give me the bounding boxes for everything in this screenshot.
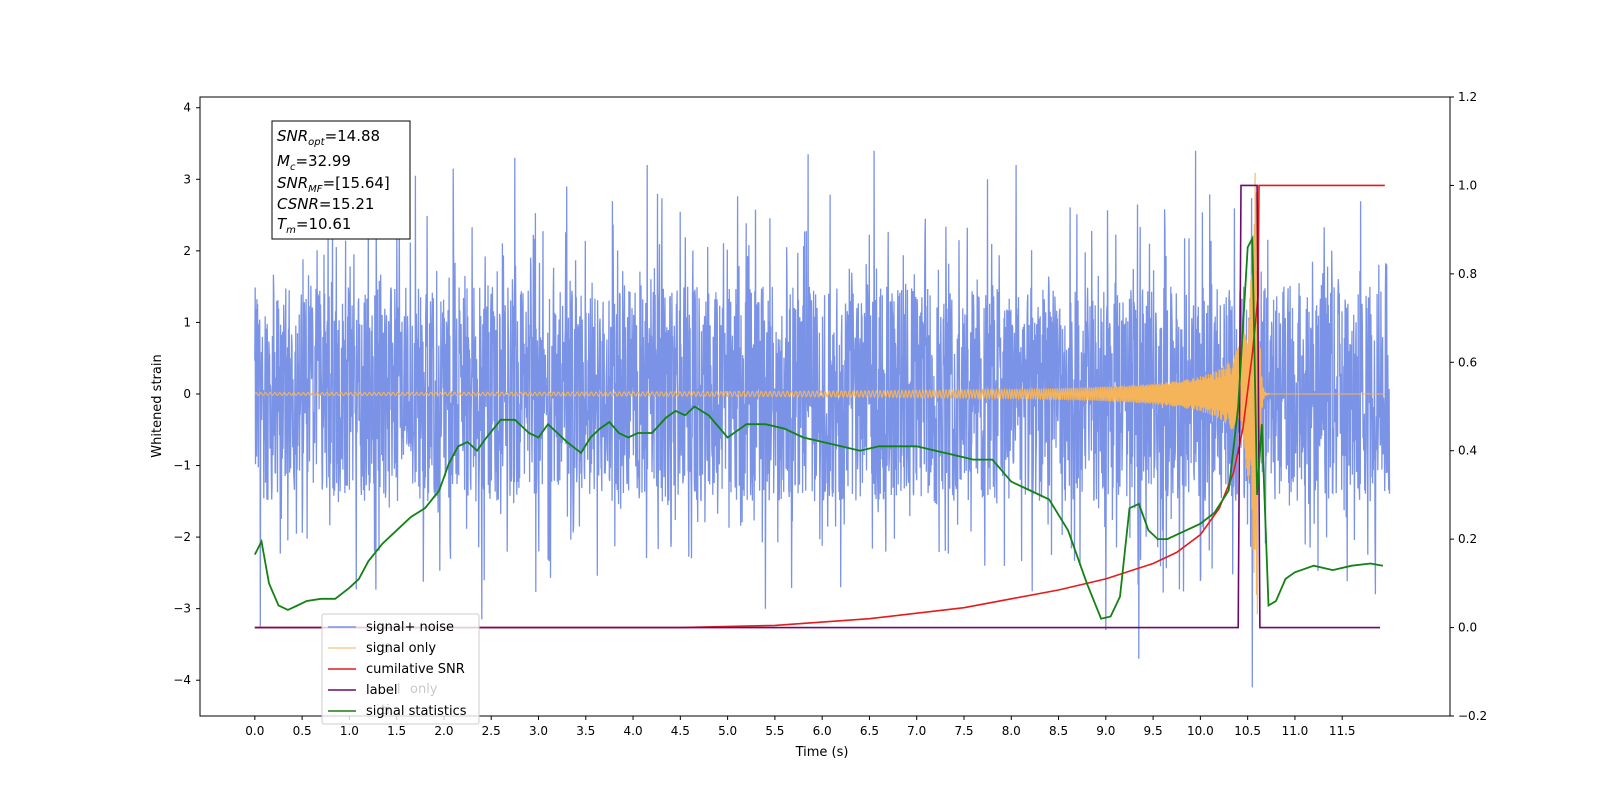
y2-tick-label: 0.0: [1458, 621, 1477, 635]
series-signal-only: [254, 172, 1385, 615]
y-tick-label: 0: [183, 387, 191, 401]
series-label: [254, 184, 1380, 629]
x-tick-label: 3.5: [576, 724, 595, 738]
x-tick-label: 4.0: [624, 724, 643, 738]
y-axis-left: 4 3 2 1 0 −1 −2 −3 −4: [173, 101, 200, 687]
x-tick-label: 2.0: [434, 724, 453, 738]
x-tick-label: 9.0: [1096, 724, 1115, 738]
x-tick-label: 2.5: [482, 724, 501, 738]
x-tick-label: 6.5: [860, 724, 879, 738]
info-snr-mf: SNRMF=[15.64]: [277, 174, 390, 195]
y-tick-label: 1: [183, 315, 191, 329]
x-tick-label: 1.0: [340, 724, 359, 738]
x-tick-label: 9.5: [1144, 724, 1163, 738]
info-mc: Mc=32.99: [277, 152, 351, 173]
series-signal-noise: [254, 150, 1391, 688]
legend-ghost-text: ti: [381, 703, 390, 718]
legend-entry: signal only: [366, 641, 436, 656]
legend: signal+ noise signal only cumilative SNR la…: [321, 613, 480, 725]
legend-ghost-text: ti: [381, 642, 390, 657]
legend-entry: label: [366, 683, 397, 698]
info-csnr: CSNR=15.21: [277, 195, 374, 213]
y-tick-label: −3: [173, 602, 191, 616]
x-tick-label: 0.0: [245, 724, 264, 738]
x-tick-label: 5.5: [765, 724, 784, 738]
y-tick-label: 2: [183, 244, 191, 258]
x-tick-label: 7.5: [954, 724, 973, 738]
y-tick-label: 3: [183, 172, 191, 186]
x-tick-label: 4.5: [671, 724, 690, 738]
x-tick-label: 11.5: [1329, 724, 1356, 738]
y-axis-right: 1.2 1.0 0.8 0.6 0.4 0.2 0.0 −0.2: [1450, 90, 1487, 723]
x-tick-label: 11.0: [1282, 724, 1309, 738]
legend-entry: signal statistics: [366, 704, 467, 719]
y2-tick-label: −0.2: [1458, 709, 1487, 723]
y-tick-label: 4: [183, 101, 191, 115]
x-axis: 0.0 0.5 1.0 1.5 2.0 2.5 3.0 3.5 4.0 4.5 5.0 5.5 6.0 6…: [245, 716, 1356, 738]
legend-ghost-text: l: [397, 682, 401, 697]
plot-area: [253, 150, 1391, 688]
series-signal-statistics: [253, 235, 1384, 620]
legend-frame: [321, 613, 480, 725]
y-axis-label: Whitened strain: [150, 354, 165, 457]
x-tick-label: 1.5: [387, 724, 406, 738]
y-tick-label: −1: [173, 459, 191, 473]
y2-tick-label: 0.4: [1458, 444, 1477, 458]
info-box: SNRopt=14.88 Mc=32.99 SNRMF=[15.64] CSNR…: [271, 120, 411, 240]
plot-frame: [199, 96, 1451, 717]
x-tick-label: 6.0: [813, 724, 832, 738]
y2-tick-label: 1.2: [1458, 90, 1477, 104]
y2-tick-label: 0.6: [1458, 355, 1477, 369]
x-tick-label: 10.5: [1234, 724, 1261, 738]
info-box-frame: [271, 120, 411, 240]
series-cumulative-snr: [254, 184, 1385, 629]
y-tick-label: −4: [173, 673, 191, 687]
x-tick-label: 3.0: [529, 724, 548, 738]
x-tick-label: 8.5: [1049, 724, 1068, 738]
x-tick-label: 8.0: [1002, 724, 1021, 738]
x-tick-label: 0.5: [293, 724, 312, 738]
x-tick-label: 5.0: [718, 724, 737, 738]
info-tm: Tm=10.61: [277, 215, 351, 236]
y-tick-label: −2: [173, 530, 191, 544]
legend-entry: cumilative SNR: [366, 662, 465, 677]
legend-entry: signal+ noise: [366, 620, 454, 635]
y2-tick-label: 1.0: [1458, 178, 1477, 192]
info-snr-opt: SNRopt=14.88: [277, 127, 380, 148]
x-axis-label: Time (s): [795, 745, 849, 760]
y2-tick-label: 0.2: [1458, 532, 1477, 546]
legend-ghost-text: only: [410, 682, 438, 697]
x-tick-label: 10.0: [1187, 724, 1214, 738]
y2-tick-label: 0.8: [1458, 267, 1477, 281]
x-tick-label: 7.0: [907, 724, 926, 738]
